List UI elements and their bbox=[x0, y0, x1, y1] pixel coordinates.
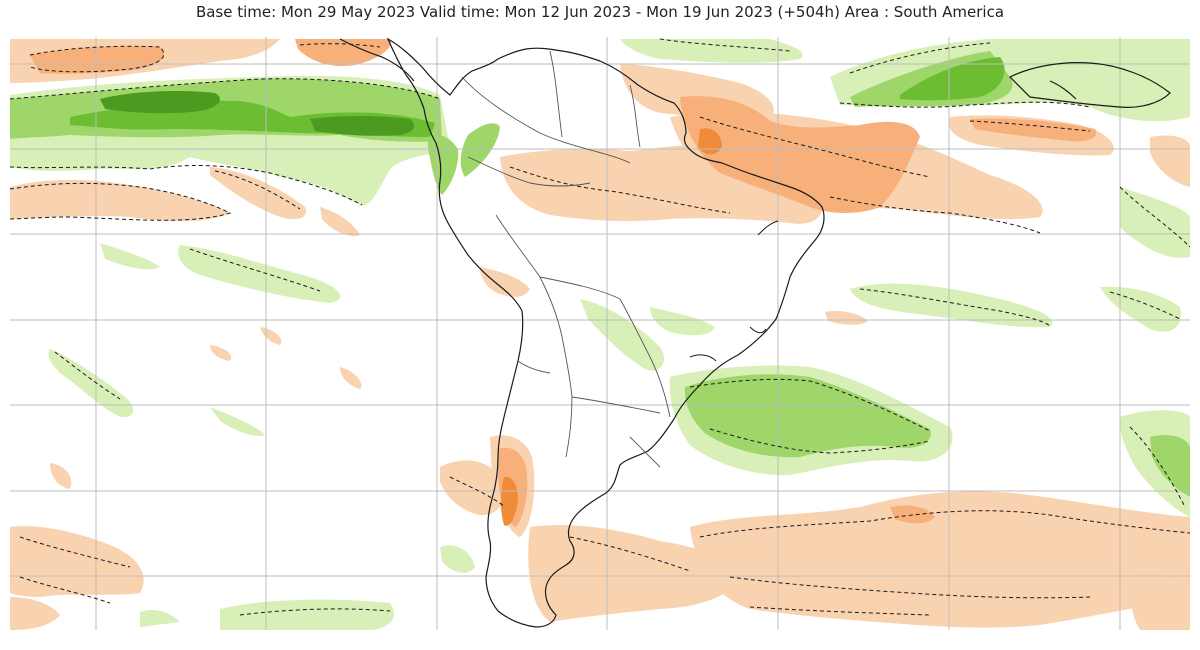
orange-south-bottom-right bbox=[1129, 574, 1190, 630]
dashed-contours bbox=[10, 38, 1190, 616]
green-andes-colombia-2 bbox=[460, 123, 500, 177]
orange-peru-coast bbox=[480, 267, 530, 297]
south-america-coastline bbox=[386, 37, 825, 628]
orange-central-pacific-top bbox=[295, 39, 391, 67]
green-atlantic-streak bbox=[850, 283, 1053, 328]
green-south-atlantic-medium bbox=[684, 374, 931, 458]
green-east-atlantic bbox=[1120, 187, 1190, 258]
central-america-coastline bbox=[339, 38, 415, 82]
caribbean-islands bbox=[1008, 62, 1171, 108]
green-south-pacific-streak-4 bbox=[210, 407, 265, 437]
green-core-pacific-east bbox=[310, 116, 415, 136]
orange-pacific-band-2 bbox=[10, 179, 230, 222]
orange-north-pacific-medium bbox=[30, 46, 164, 74]
green-patagonia-west bbox=[440, 545, 475, 573]
orange-south-atlantic-band-medium bbox=[890, 505, 935, 524]
orange-equatorial-atlantic-east-medium bbox=[970, 118, 1097, 142]
orange-chile-andes-strong bbox=[501, 476, 518, 526]
orange-pacific-band-3 bbox=[210, 167, 306, 220]
orange-equatorial-atlantic-strong bbox=[698, 128, 722, 155]
green-south-pacific-streak-3 bbox=[48, 349, 134, 418]
green-core-pacific-west bbox=[100, 91, 220, 114]
orange-pacific-small-1 bbox=[260, 327, 282, 345]
orange-pacific-small-4 bbox=[50, 463, 72, 489]
green-north-atlantic bbox=[620, 39, 803, 63]
green-south-pacific-streak-2 bbox=[100, 243, 160, 270]
green-caribbean-africa-strong bbox=[900, 57, 1005, 101]
green-paraguay bbox=[580, 299, 665, 371]
orange-pacific-band-4 bbox=[320, 207, 360, 237]
caribbean-islands-2 bbox=[1049, 80, 1077, 100]
lat-lon-grid bbox=[10, 37, 1190, 630]
orange-south-pacific-west-2 bbox=[10, 597, 60, 630]
land-detail bbox=[689, 220, 779, 362]
green-east-atlantic-3-medium bbox=[1150, 435, 1190, 497]
orange-pacific-small-2 bbox=[210, 345, 232, 361]
green-south-bottom-1 bbox=[220, 599, 394, 630]
weather-anomaly-map bbox=[10, 37, 1190, 630]
green-brazil-central bbox=[650, 307, 715, 336]
green-south-pacific-streak-1 bbox=[178, 245, 341, 303]
orange-pacific-small-3 bbox=[340, 367, 362, 389]
orange-brazil-small-1 bbox=[825, 311, 868, 325]
orange-equatorial-atlantic-medium bbox=[680, 96, 920, 213]
green-andes-colombia bbox=[428, 135, 459, 195]
orange-south-atlantic-band bbox=[690, 491, 1190, 628]
green-south-bottom-2 bbox=[140, 610, 180, 627]
country-borders bbox=[461, 50, 671, 468]
orange-patagonia-atlantic bbox=[528, 524, 740, 622]
positive-anomaly-areas bbox=[10, 39, 1190, 630]
orange-far-east-atlantic bbox=[1150, 135, 1190, 187]
map-title: Base time: Mon 29 May 2023 Valid time: M… bbox=[195, 3, 1005, 21]
